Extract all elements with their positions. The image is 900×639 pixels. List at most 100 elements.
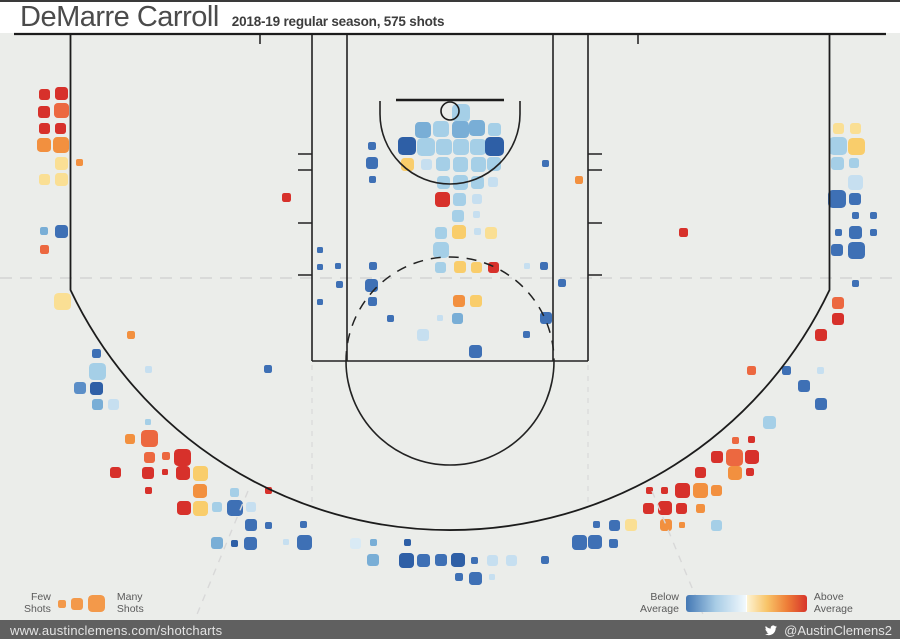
shot-square <box>317 264 323 270</box>
many-shots-label: Many Shots <box>116 591 144 615</box>
shot-square <box>642 502 654 514</box>
shot-square <box>625 519 637 531</box>
shot-square <box>39 244 49 254</box>
shot-square <box>177 501 191 515</box>
shot-square <box>486 554 498 566</box>
shot-square <box>142 467 154 479</box>
shot-square <box>398 137 416 155</box>
shot-square <box>335 263 341 269</box>
shot-square <box>88 362 106 380</box>
shot-square <box>451 120 469 138</box>
shot-square <box>452 210 464 222</box>
shot-square <box>571 534 587 550</box>
shot-square <box>468 571 482 585</box>
above-average-gradient <box>746 595 807 613</box>
shot-square <box>211 537 223 549</box>
shot-square <box>107 398 119 410</box>
efficiency-gradient <box>685 595 807 613</box>
twitter-bird-icon <box>765 625 778 636</box>
shot-square <box>849 193 861 205</box>
shot-square <box>454 261 466 273</box>
shot-square <box>417 329 429 341</box>
shot-square <box>369 262 377 270</box>
shot-square <box>173 448 191 466</box>
shot-square <box>453 295 465 307</box>
shot-square <box>54 224 68 238</box>
shot-square <box>470 156 486 172</box>
shot-square <box>816 366 824 374</box>
shot-square <box>725 448 743 466</box>
shot-square <box>40 227 48 235</box>
shot-square <box>433 121 449 137</box>
shot-square <box>434 261 446 273</box>
shot-square <box>437 315 443 321</box>
shot-square <box>747 435 755 443</box>
shot-square <box>660 486 668 494</box>
shot-square <box>658 501 672 515</box>
shot-square <box>847 174 863 190</box>
shot-square <box>366 157 378 169</box>
shot-square <box>317 247 323 253</box>
shot-square <box>832 313 844 325</box>
shot-square <box>38 173 50 185</box>
shot-square <box>849 122 861 134</box>
shot-square <box>524 263 530 269</box>
efficiency-legend: Below Average Above Average <box>640 591 853 616</box>
shot-square <box>162 469 168 475</box>
shot-square <box>592 520 600 528</box>
shot-square <box>798 380 810 392</box>
shot-square <box>264 365 272 373</box>
shot-square <box>470 556 478 564</box>
shot-square <box>851 211 859 219</box>
shot-square <box>38 122 50 134</box>
shot-square <box>645 486 653 494</box>
shot-square <box>745 450 759 464</box>
page-title: DeMarre Carroll <box>20 1 219 33</box>
shot-square <box>746 468 754 476</box>
shot-square <box>436 175 450 189</box>
shot-square <box>505 554 517 566</box>
shot-square <box>398 552 414 568</box>
shot-square <box>144 486 152 494</box>
shot-square <box>695 503 705 513</box>
shot-square <box>264 486 272 494</box>
website-link[interactable]: www.austinclemens.com/shotcharts <box>10 623 223 638</box>
shot-square <box>541 556 549 564</box>
shot-square <box>472 210 480 218</box>
shot-square <box>192 500 208 516</box>
shot-square <box>828 190 846 208</box>
shot-square <box>851 279 859 287</box>
shot-square <box>75 158 83 166</box>
few-shots-label: Few Shots <box>24 591 51 615</box>
shot-square <box>575 176 583 184</box>
shot-square <box>540 262 548 270</box>
header: DeMarre Carroll 2018-19 regular season, … <box>0 2 900 33</box>
shot-square <box>679 522 685 528</box>
shot-square <box>37 138 51 152</box>
shot-square <box>54 122 66 134</box>
shot-square <box>53 102 69 118</box>
below-average-gradient <box>685 595 747 613</box>
shot-square <box>484 136 504 156</box>
shot-square <box>386 314 394 322</box>
frequency-swatches <box>57 595 110 613</box>
shot-square <box>710 484 722 496</box>
shot-square <box>364 278 378 292</box>
shot-square <box>436 139 452 155</box>
twitter-handle-link[interactable]: @AustinClemens2 <box>784 623 892 638</box>
shot-square <box>762 415 776 429</box>
shot-square <box>403 538 411 546</box>
shot-frequency-legend: Few Shots Many Shots <box>24 591 144 616</box>
shot-square <box>229 487 239 497</box>
shot-square <box>746 365 756 375</box>
shot-square <box>588 535 602 549</box>
shot-square <box>109 466 121 478</box>
shot-square <box>487 122 501 136</box>
shot-square <box>848 225 862 239</box>
shot-square <box>415 122 431 138</box>
shot-square <box>487 157 501 171</box>
shot-square <box>38 106 50 118</box>
shot-square <box>53 137 69 153</box>
shot-square <box>452 156 468 172</box>
twitter-attribution: @AustinClemens2 <box>763 623 892 638</box>
